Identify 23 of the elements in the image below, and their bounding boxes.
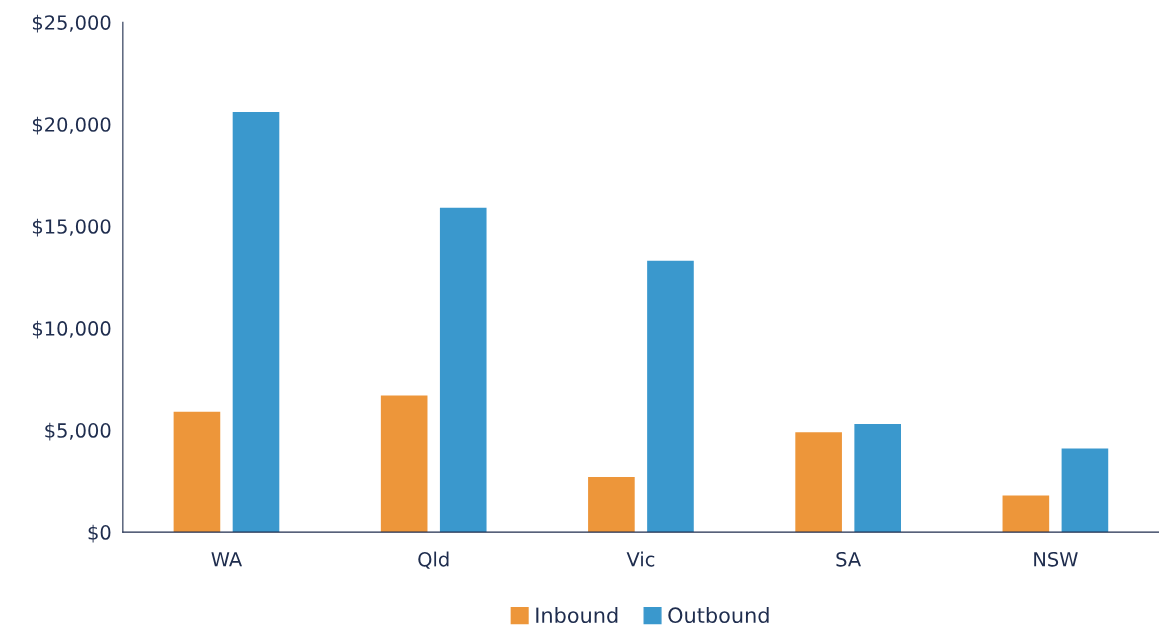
- bar: [173, 411, 221, 533]
- bar: [1061, 448, 1109, 533]
- x-tick-label: Qld: [418, 551, 449, 569]
- x-tick-label: NSW: [1034, 551, 1078, 567]
- legend-label: Outbound: [668, 606, 769, 624]
- legend-label: Inbound: [536, 606, 618, 624]
- y-tick-label: $25,000: [32, 14, 111, 33]
- bar: [439, 207, 487, 533]
- y-tick-label: $20,000: [32, 116, 111, 135]
- bar: [854, 424, 901, 533]
- y-tick-label: $0: [88, 524, 111, 543]
- y-tick-label: $5,000: [45, 422, 111, 441]
- bar: [380, 395, 428, 533]
- bar: [232, 111, 280, 533]
- y-tick-label: $15,000: [32, 218, 111, 237]
- x-tick-label: WA: [211, 552, 243, 567]
- bar: [588, 477, 635, 533]
- x-tick-label: SA: [836, 551, 861, 567]
- bar: [647, 260, 694, 533]
- y-tick-label: $10,000: [32, 320, 111, 339]
- bar: [1002, 495, 1050, 533]
- x-tick-label: Vic: [626, 551, 655, 567]
- bar: [795, 432, 842, 533]
